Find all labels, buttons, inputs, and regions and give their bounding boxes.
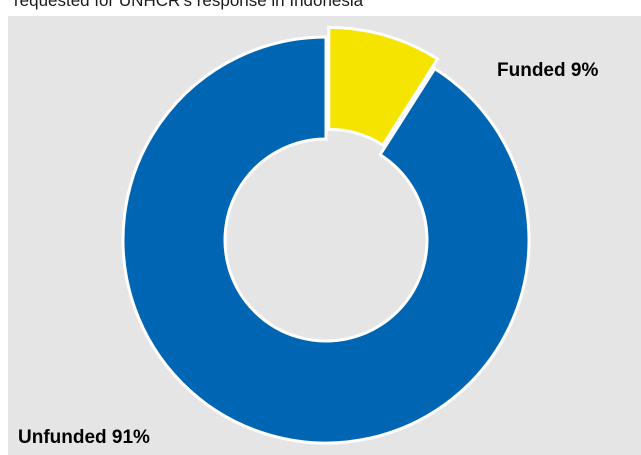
label-funded: Funded 9% <box>497 60 598 81</box>
slice-unfunded <box>121 35 531 445</box>
label-unfunded: Unfunded 91% <box>18 427 150 448</box>
chart-caption: requested for UNHCR's response in Indone… <box>14 0 364 10</box>
slice-funded <box>327 25 440 148</box>
